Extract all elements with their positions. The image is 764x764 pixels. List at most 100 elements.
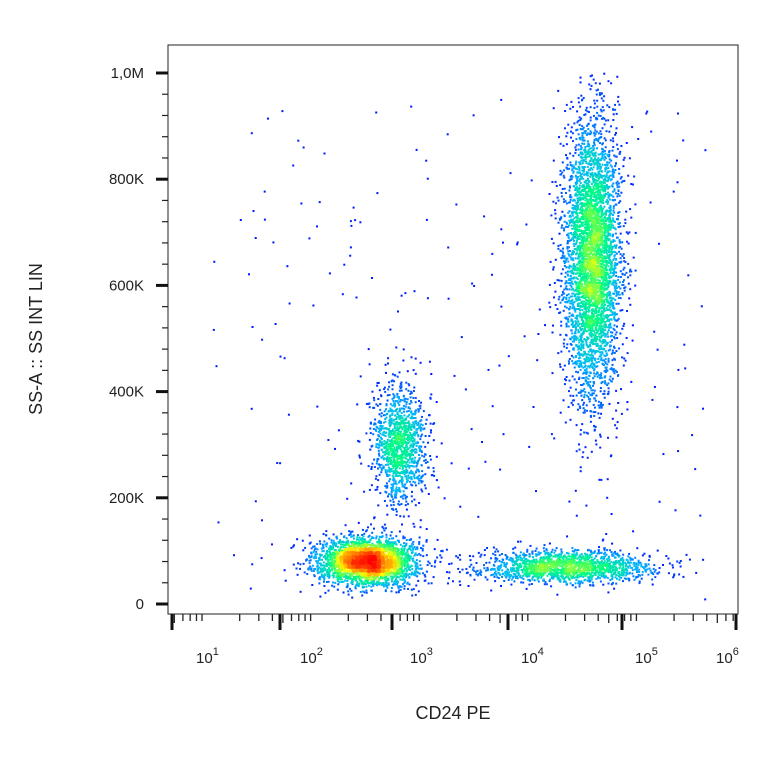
event-dot (390, 418, 393, 420)
event-dot (544, 324, 546, 327)
event-dot (609, 299, 612, 302)
event-dot (421, 547, 424, 550)
event-dot (574, 163, 577, 166)
event-dot (589, 88, 592, 91)
event-dot (563, 257, 566, 260)
event-dot (606, 393, 609, 396)
event-dot (399, 416, 402, 419)
event-dot (616, 337, 619, 339)
event-dot (409, 569, 411, 571)
event-dot (327, 580, 330, 583)
event-dot (413, 473, 416, 476)
event-dot (622, 570, 625, 573)
event-dot (350, 541, 353, 544)
event-dot (622, 165, 625, 168)
event-dot (614, 369, 617, 372)
event-dot (559, 580, 562, 583)
event-dot (618, 573, 621, 576)
event-dot (616, 325, 618, 328)
event-dot (635, 563, 638, 566)
event-dot (588, 354, 591, 357)
event-dot (496, 576, 499, 579)
event-dot (623, 179, 626, 182)
event-dot (565, 376, 568, 378)
event-dot (608, 176, 610, 179)
event-dot (630, 380, 633, 383)
event-dot (575, 187, 578, 190)
event-dot (414, 456, 417, 459)
event-dot (591, 168, 594, 171)
event-dot (598, 478, 601, 481)
event-dot (212, 328, 215, 331)
event-dot (573, 211, 576, 214)
event-dot (594, 561, 597, 564)
event-dot (356, 581, 359, 583)
event-dot (577, 351, 580, 354)
event-dot (585, 369, 588, 372)
event-dot (568, 189, 571, 192)
event-dot (612, 146, 615, 148)
event-dot (604, 152, 607, 155)
event-dot (496, 566, 499, 569)
event-dot (401, 479, 404, 482)
event-dot (602, 157, 605, 160)
event-dot (568, 500, 571, 503)
event-dot (600, 92, 603, 95)
event-dot (574, 182, 577, 185)
event-dot (601, 142, 604, 145)
event-dot (608, 281, 611, 284)
event-dot (369, 581, 372, 584)
event-dot (612, 327, 615, 330)
event-dot (551, 573, 554, 576)
event-dot (380, 438, 383, 440)
event-dot (604, 340, 607, 343)
event-dot (566, 167, 569, 170)
event-dot (414, 504, 417, 507)
event-dot (590, 450, 593, 453)
event-dot (590, 550, 593, 553)
event-dot (572, 268, 575, 271)
event-dot (383, 410, 386, 413)
event-dot (361, 538, 364, 541)
event-dot (430, 393, 433, 396)
event-dot (656, 549, 659, 552)
event-dot (592, 340, 595, 342)
event-dot (581, 315, 584, 318)
event-dot (605, 533, 608, 535)
event-dot (605, 200, 608, 203)
event-dot (578, 167, 581, 170)
event-dot (552, 159, 555, 162)
event-dot (590, 556, 593, 559)
event-dot (469, 559, 472, 562)
event-dot (584, 154, 587, 156)
event-dot (621, 255, 624, 257)
event-dot (404, 487, 407, 490)
event-dot (358, 454, 361, 457)
event-dot (585, 171, 588, 174)
event-dot (609, 306, 612, 309)
event-dot (704, 598, 707, 601)
event-dot (586, 132, 589, 135)
event-dot (353, 537, 355, 540)
event-dot (587, 150, 590, 153)
event-dot (619, 297, 622, 300)
event-dot (565, 135, 568, 138)
event-dot (425, 418, 428, 421)
event-dot (417, 424, 420, 427)
event-dot (384, 441, 387, 444)
event-dot (412, 557, 415, 560)
event-dot (616, 143, 619, 146)
event-dot (565, 306, 568, 309)
event-dot (578, 352, 581, 355)
event-dot (587, 177, 589, 180)
event-dot (397, 310, 399, 313)
event-dot (582, 346, 585, 349)
event-dot (604, 551, 607, 554)
event-dot (573, 576, 576, 579)
event-dot (393, 471, 396, 474)
event-dot (580, 340, 583, 343)
event-dot (584, 155, 587, 158)
event-dot (578, 339, 581, 341)
event-dot (623, 156, 626, 159)
event-dot (410, 469, 413, 472)
